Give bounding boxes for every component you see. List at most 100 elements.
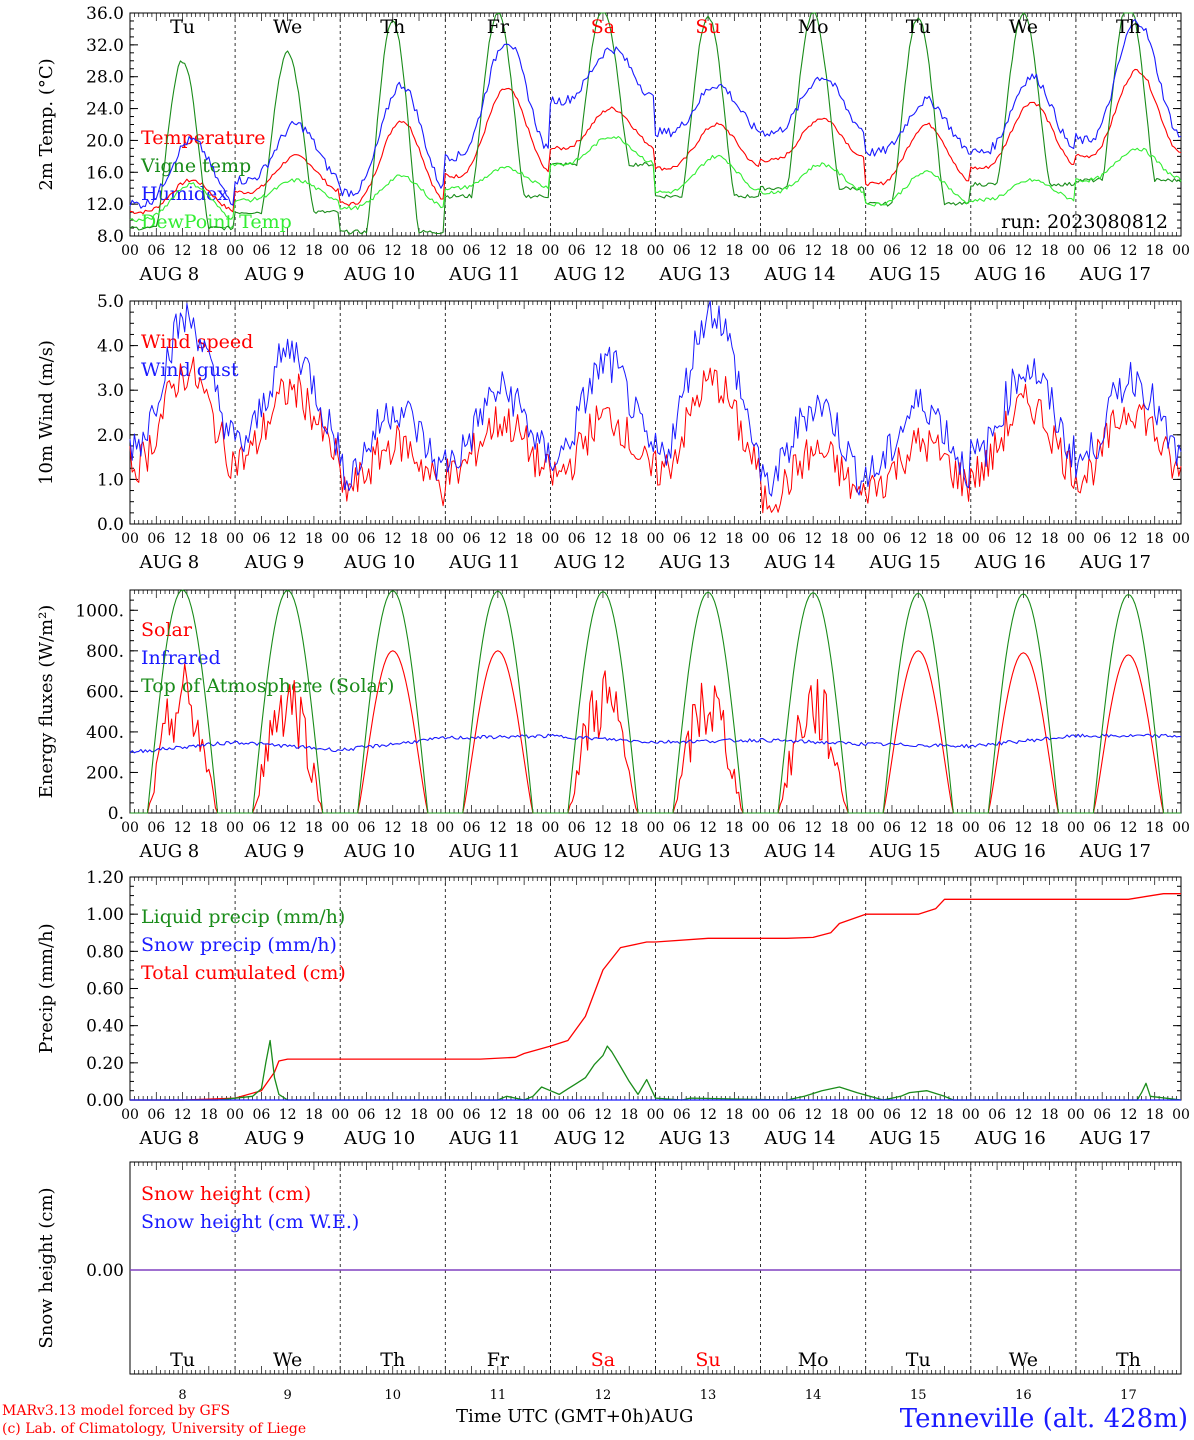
x-date-label: AUG 8 — [139, 841, 200, 862]
legend-entry: Wind gust — [141, 359, 239, 381]
x-date-label: AUG 13 — [658, 264, 730, 285]
x-hour-label: 06 — [252, 820, 270, 836]
x-hour-label: 18 — [200, 243, 218, 259]
x-hour-label: 00 — [752, 531, 770, 547]
x-hour-label: 18 — [305, 531, 323, 547]
x-hour-label: 00 — [1172, 531, 1190, 547]
y-tick-label: 16.0 — [86, 163, 124, 183]
x-date-label: AUG 10 — [343, 1128, 415, 1149]
x-hour-label: 06 — [988, 820, 1006, 836]
x-date-label: AUG 17 — [1079, 552, 1151, 573]
y-axis-label: 2m Temp. (°C) — [36, 58, 57, 190]
x-hour-label: 00 — [962, 820, 980, 836]
x-hour-label: 18 — [200, 820, 218, 836]
panel-energy: 0. 200. 400. 600. 800. 1000. Energy fluxes (W/… — [36, 589, 1190, 862]
x-date-label: AUG 14 — [763, 552, 835, 573]
x-hour-label: 18 — [620, 1107, 638, 1123]
y-tick-label: 1.0 — [97, 470, 124, 490]
x-hour-label: 00 — [1067, 1107, 1085, 1123]
x-hour-label: 18 — [305, 1107, 323, 1123]
x-hour-label: 18 — [410, 820, 428, 836]
series-line-dewpoint-temp — [129, 135, 1182, 223]
x-hour-label: 18 — [831, 243, 849, 259]
x-hour-label: 12 — [594, 820, 612, 836]
x-hour-label: 06 — [778, 243, 796, 259]
x-date-label: AUG 16 — [974, 552, 1046, 573]
x-hour-label: 06 — [568, 243, 586, 259]
x-hour-label: 18 — [1041, 531, 1059, 547]
x-hour-label: 06 — [358, 820, 376, 836]
x-hour-label: 06 — [673, 531, 691, 547]
legend-entry: Solar — [141, 619, 193, 641]
x-hour-label: 00 — [436, 820, 454, 836]
x-hour-label: 12 — [1120, 820, 1138, 836]
x-hour-label: 00 — [1172, 820, 1190, 836]
y-tick-label: 0.0 — [97, 515, 124, 535]
x-hour-label: 12 — [804, 1107, 822, 1123]
weekday-label: Th — [380, 1349, 405, 1371]
x-hour-label: 06 — [463, 1107, 481, 1123]
x-hour-label: 06 — [463, 820, 481, 836]
y-tick-label: 24.0 — [86, 100, 124, 120]
day-number-label: 16 — [1015, 1388, 1032, 1403]
x-hour-label: 12 — [174, 820, 192, 836]
series-line-wind-gust — [129, 300, 1182, 497]
x-hour-label: 06 — [147, 1107, 165, 1123]
lab-credit: (c) Lab. of Climatology, University of L… — [2, 1421, 307, 1437]
x-hour-label: 00 — [541, 243, 559, 259]
x-date-label: AUG 10 — [343, 264, 415, 285]
x-hour-label: 12 — [1014, 531, 1032, 547]
day-number-label: 12 — [595, 1388, 612, 1403]
x-date-label: AUG 11 — [448, 552, 520, 573]
x-hour-label: 00 — [647, 820, 665, 836]
model-credit: MARv3.13 model forced by GFS — [2, 1403, 231, 1419]
x-hour-label: 12 — [699, 531, 717, 547]
x-hour-label: 00 — [121, 243, 139, 259]
y-tick-label: 0.00 — [86, 1091, 124, 1111]
x-hour-label: 18 — [515, 243, 533, 259]
x-hour-label: 18 — [725, 531, 743, 547]
x-hour-label: 12 — [909, 1107, 927, 1123]
y-tick-label: 0.20 — [86, 1054, 124, 1074]
y-tick-label: 1.00 — [86, 905, 124, 925]
x-date-label: AUG 9 — [244, 264, 305, 285]
x-hour-label: 00 — [226, 243, 244, 259]
y-tick-label: 0.80 — [86, 942, 124, 962]
y-tick-label: 28.0 — [86, 68, 124, 88]
y-axis-label: Energy fluxes (W/m²) — [36, 605, 57, 799]
x-hour-label: 00 — [331, 531, 349, 547]
series-line-total-cumulated-cm- — [130, 893, 1181, 1101]
legend-entry: Snow precip (mm/h) — [141, 934, 337, 956]
x-hour-label: 06 — [988, 531, 1006, 547]
x-hour-label: 00 — [857, 531, 875, 547]
x-hour-label: 00 — [541, 820, 559, 836]
x-hour-label: 06 — [778, 820, 796, 836]
x-date-label: AUG 12 — [553, 1128, 625, 1149]
weekday-label: Tu — [170, 1349, 195, 1371]
x-hour-label: 18 — [515, 1107, 533, 1123]
x-hour-label: 12 — [1014, 243, 1032, 259]
x-date-label: AUG 8 — [139, 264, 200, 285]
legend-entry: Vigne temp — [140, 155, 251, 177]
day-number-label: 10 — [384, 1388, 401, 1403]
weekday-label: Su — [695, 1349, 720, 1371]
series-line-vigne-temp — [129, 12, 1182, 235]
x-hour-label: 12 — [174, 531, 192, 547]
day-number-label: 13 — [700, 1388, 717, 1403]
x-hour-label: 18 — [831, 820, 849, 836]
y-tick-label: 36.0 — [86, 4, 124, 24]
x-date-label: AUG 16 — [974, 264, 1046, 285]
x-date-label: AUG 14 — [763, 264, 835, 285]
x-date-label: AUG 13 — [658, 1128, 730, 1149]
plot-frame — [129, 12, 1182, 237]
x-hour-label: 00 — [436, 243, 454, 259]
x-hour-label: 06 — [147, 820, 165, 836]
x-hour-label: 12 — [699, 243, 717, 259]
weekday-label: We — [273, 16, 302, 38]
time-axis-label: Time UTC (GMT+0h)AUG — [456, 1406, 694, 1427]
x-hour-label: 00 — [752, 243, 770, 259]
x-hour-label: 06 — [988, 1107, 1006, 1123]
x-hour-label: 12 — [1120, 1107, 1138, 1123]
x-hour-label: 18 — [305, 243, 323, 259]
